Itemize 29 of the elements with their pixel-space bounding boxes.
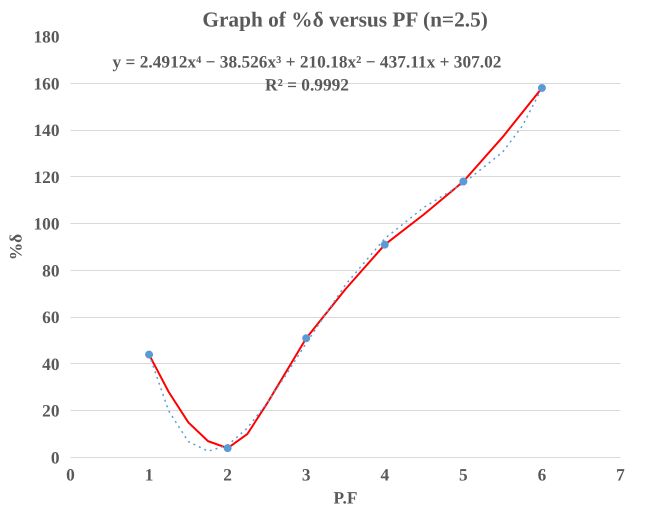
point [380, 240, 389, 249]
point [224, 444, 232, 452]
y-tick-label: 120 [34, 168, 60, 187]
annotation: R² = 0.9992 [265, 75, 349, 94]
y-axis-title: %δ [6, 234, 26, 260]
x-tick-label: 6 [538, 466, 547, 484]
y-tick-label: 0 [50, 448, 60, 468]
point [302, 334, 310, 342]
y-tick-label: 80 [42, 261, 60, 280]
x-tick-label: 1 [144, 466, 154, 484]
y-tick-label: 160 [34, 74, 60, 94]
y-tick-label: 20 [42, 402, 60, 421]
x-tick-label: 0 [66, 466, 75, 484]
x-tick-label: 5 [459, 466, 468, 484]
x-tick-label: 2 [223, 466, 232, 484]
x-tick-label: 7 [616, 466, 626, 484]
x-tick-label: 4 [380, 466, 390, 484]
annotation: y = 2.4912x⁴ − 38.526x³ + 210.18x² − 437.11x + 307.02 [112, 52, 502, 72]
point [145, 350, 154, 359]
x-tick-label: 3 [302, 466, 311, 484]
y-tick-label: 60 [42, 308, 60, 328]
y-tick-label: 40 [42, 354, 60, 374]
y-tick-label: 180 [34, 28, 60, 46]
point [459, 178, 468, 186]
y-tick-label: 140 [34, 121, 60, 140]
point [538, 84, 546, 92]
chart-title: Graph of %δ versus PF (n=2.5) [202, 8, 488, 32]
y-tick-label: 100 [34, 214, 60, 234]
x-axis-title: P.F [334, 488, 358, 508]
